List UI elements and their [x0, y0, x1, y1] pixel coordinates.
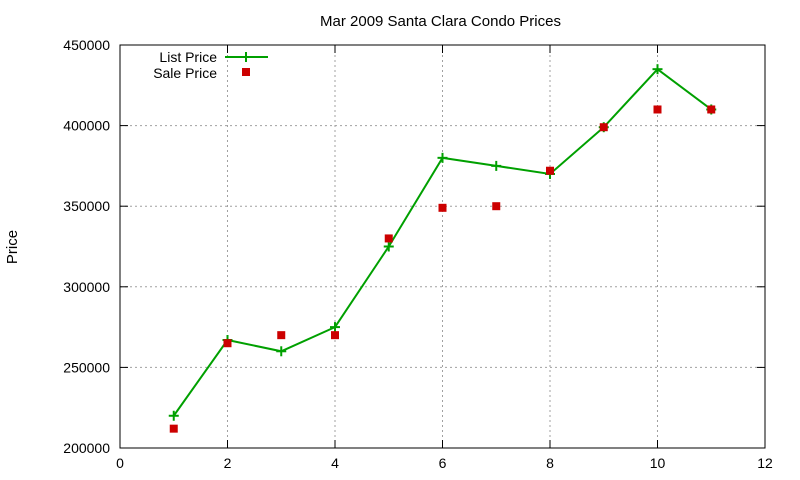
- x-tick-label: 8: [546, 455, 554, 471]
- legend-marker-list-price: [241, 52, 251, 62]
- axis-ticks: 0 2 4 6 8 10 12 200000 250000 300000 350000 400000 4…: [63, 37, 773, 471]
- legend-marker-sale-price: [242, 68, 250, 76]
- sale-price-series: [169, 105, 716, 433]
- y-tick-label: 300000: [63, 279, 110, 295]
- y-tick-label: 400000: [63, 118, 110, 134]
- sale-price-point: [438, 203, 447, 212]
- sale-price-point: [277, 331, 286, 340]
- x-tick-label: 10: [650, 455, 666, 471]
- y-tick-label: 350000: [63, 198, 110, 214]
- grid: [120, 45, 765, 448]
- x-tick-label: 4: [331, 455, 339, 471]
- list-price-point: [168, 410, 179, 421]
- series: [168, 64, 717, 433]
- legend-label-sale-price: Sale Price: [153, 65, 217, 81]
- sale-price-point: [653, 105, 662, 114]
- legend-label-list-price: List Price: [159, 49, 217, 65]
- y-axis-label: Price: [4, 230, 21, 264]
- x-tick-label: 6: [439, 455, 447, 471]
- x-tick-label: 2: [224, 455, 232, 471]
- list-price-point: [383, 241, 394, 252]
- sale-price-point: [169, 424, 178, 433]
- list-price-point: [491, 160, 502, 171]
- sale-price-point: [707, 105, 716, 114]
- sale-price-point: [492, 202, 501, 211]
- sale-price-point: [599, 123, 608, 132]
- x-tick-label: 12: [757, 455, 773, 471]
- sale-price-point: [546, 166, 554, 175]
- list-price-point: [437, 152, 448, 163]
- sale-price-point: [331, 331, 339, 340]
- x-tick-label: 0: [116, 455, 124, 471]
- sale-price-point: [223, 339, 232, 348]
- y-tick-label: 200000: [63, 440, 110, 456]
- list-price-point: [652, 64, 663, 75]
- sale-price-point: [384, 234, 393, 243]
- list-price-point: [330, 322, 340, 333]
- chart-title: Mar 2009 Santa Clara Condo Prices: [320, 13, 561, 30]
- list-price-point: [276, 346, 287, 357]
- y-tick-label: 450000: [63, 37, 110, 53]
- y-tick-label: 250000: [63, 359, 110, 375]
